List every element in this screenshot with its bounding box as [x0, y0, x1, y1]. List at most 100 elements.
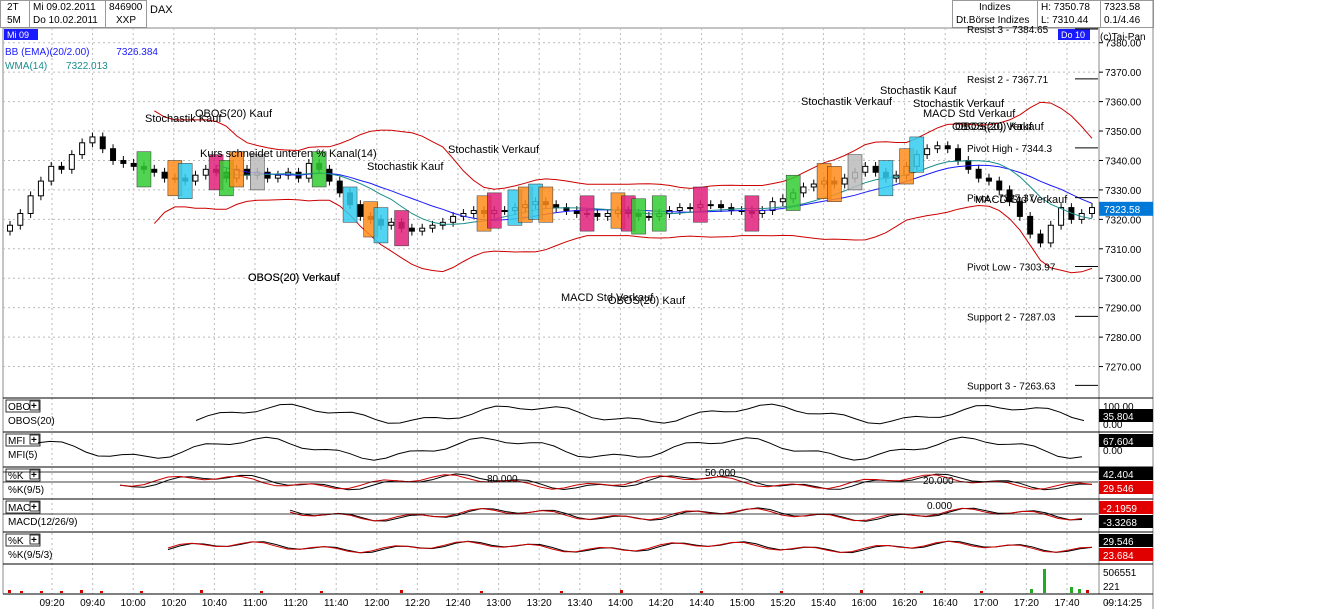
- panel-expand-plus: +: [31, 535, 37, 546]
- y-tick-label: 7320.00: [1105, 215, 1142, 226]
- candle-body: [1047, 224, 1054, 244]
- volume-value-a: 506551: [1103, 568, 1137, 579]
- date-box: Mi 09.02.2011 Do 10.02.2011: [29, 0, 106, 28]
- panel-name: MACD(12/26/9): [8, 517, 77, 528]
- macd-value-b: -3.3268: [1103, 518, 1137, 529]
- signal-marker: [651, 195, 667, 232]
- stoch-d-line: [119, 474, 1093, 490]
- day-marker-left-bg: [4, 29, 38, 40]
- volume-bar: [60, 591, 63, 593]
- panel-tag: %K: [8, 471, 24, 482]
- copyright: (c)Tai-Pan: [1100, 32, 1146, 43]
- volume-bar: [560, 591, 563, 593]
- x-tick-label: 11:00: [243, 598, 268, 609]
- signal-marker: [373, 207, 389, 244]
- panel-tag: MFI: [8, 436, 25, 447]
- stoch2-value-b: 23.684: [1103, 551, 1134, 562]
- volume-bar: [8, 590, 11, 593]
- signal-annotation: MACD Std Verkauf: [923, 108, 1016, 120]
- signal-annotation: OBOS(20) Kauf: [608, 295, 686, 307]
- wma-value: 7322.013: [66, 61, 108, 72]
- panel-expand-plus: +: [31, 470, 37, 481]
- signal-annotation: Stochastik Verkauf: [448, 144, 540, 156]
- volume-bar: [320, 591, 323, 593]
- stoch-value-b-box: [1099, 481, 1153, 494]
- volume-bar: [1070, 587, 1073, 593]
- candle-body: [707, 204, 714, 207]
- signal-annotation: Stochastik Verkauf: [801, 96, 893, 108]
- signal-marker: [487, 192, 502, 229]
- candle-body: [7, 224, 13, 232]
- pivot-label: Resist 2 - 7367.71: [967, 75, 1049, 86]
- day-marker-right-bg: [1058, 29, 1090, 40]
- candle-body: [274, 174, 281, 179]
- x-tick-label: 13:40: [567, 598, 592, 609]
- signal-annotation: Stochastik Kauf: [367, 161, 444, 173]
- candle-body: [48, 165, 55, 182]
- candle-body: [501, 210, 508, 213]
- bb-label: BB (EMA)(20/2.00): [5, 47, 90, 58]
- candle-body: [419, 227, 426, 232]
- signal-annotation: OBOS(20) Verkauf: [248, 272, 341, 284]
- period-box[interactable]: 2T 5M: [0, 0, 30, 28]
- signal-annotation: OBOS(20) Verkauf: [952, 121, 1045, 133]
- signal-marker: [177, 163, 193, 200]
- pivot-label: Resist 3 - 7384.65: [967, 25, 1049, 36]
- x-tick-label: 11:20: [283, 598, 308, 609]
- x-tick-label: 10:00: [121, 598, 146, 609]
- candle-body: [110, 148, 117, 161]
- wma-label: WMA(14): [5, 61, 48, 72]
- signal-annotation: MACD Std Verkauf: [975, 194, 1068, 206]
- candle-body: [161, 171, 168, 179]
- volume-bar: [400, 590, 403, 593]
- signal-marker: [538, 186, 554, 223]
- y-tick-label: 7280.00: [1105, 333, 1142, 344]
- panel-expand-plus: +: [31, 435, 37, 446]
- signal-marker: [878, 160, 894, 197]
- x-tick-label: 12:20: [405, 598, 430, 609]
- candle-body: [553, 204, 560, 209]
- candle-body: [944, 145, 951, 150]
- stoch-value-b: 29.546: [1103, 484, 1134, 495]
- candle-body: [336, 180, 343, 194]
- y-tick-label: 7290.00: [1105, 304, 1142, 315]
- candle-body: [89, 136, 96, 144]
- x-tick-label: 17:00: [973, 598, 998, 609]
- panel-expand-icon: [29, 501, 40, 512]
- panel-name: %K(9/5): [8, 485, 44, 496]
- obos-scale-bot: 0.00: [1103, 420, 1123, 431]
- candle-body: [841, 177, 848, 185]
- x-tick-label: 16:00: [851, 598, 876, 609]
- macd-value-a: -2.1959: [1103, 504, 1137, 515]
- y-tick-label: 7340.00: [1105, 156, 1142, 167]
- code-a: 846900: [109, 2, 143, 13]
- x-tick-label: 12:00: [364, 598, 389, 609]
- panel-expand-icon: [29, 400, 40, 411]
- y-tick-label: 7310.00: [1105, 245, 1142, 256]
- last-price-box: [1099, 201, 1153, 216]
- candle-body: [1037, 233, 1044, 244]
- panel-tag: MACD: [8, 503, 37, 514]
- candle-body: [924, 148, 931, 156]
- candle-body: [37, 180, 44, 197]
- volume-bar: [80, 590, 83, 593]
- panel-expand-plus: +: [31, 401, 37, 412]
- pivot-label: Pivot High - 7344.3: [967, 144, 1052, 155]
- bb-lower-line: [153, 198, 1093, 274]
- date-a: Mi 09.02.2011: [33, 2, 96, 13]
- highlow-box: H: 7350.78 L: 7310.44: [1037, 0, 1101, 28]
- volume-bar: [860, 590, 863, 593]
- volume-bar: [100, 591, 103, 593]
- panel-name: OBOS(20): [8, 416, 55, 427]
- volume-bar: [200, 590, 203, 593]
- x-tick-label: 09:40: [80, 598, 105, 609]
- obos-line: [195, 403, 1085, 425]
- pivot-label: Support 3 - 7263.63: [967, 381, 1056, 392]
- volume-bar: [620, 590, 623, 593]
- signal-marker: [579, 195, 595, 232]
- signal-annotation: OBOS(20) Kauf: [955, 121, 1033, 133]
- obos-value-box: [1099, 409, 1153, 422]
- y-tick-label: 7380.00: [1105, 39, 1142, 50]
